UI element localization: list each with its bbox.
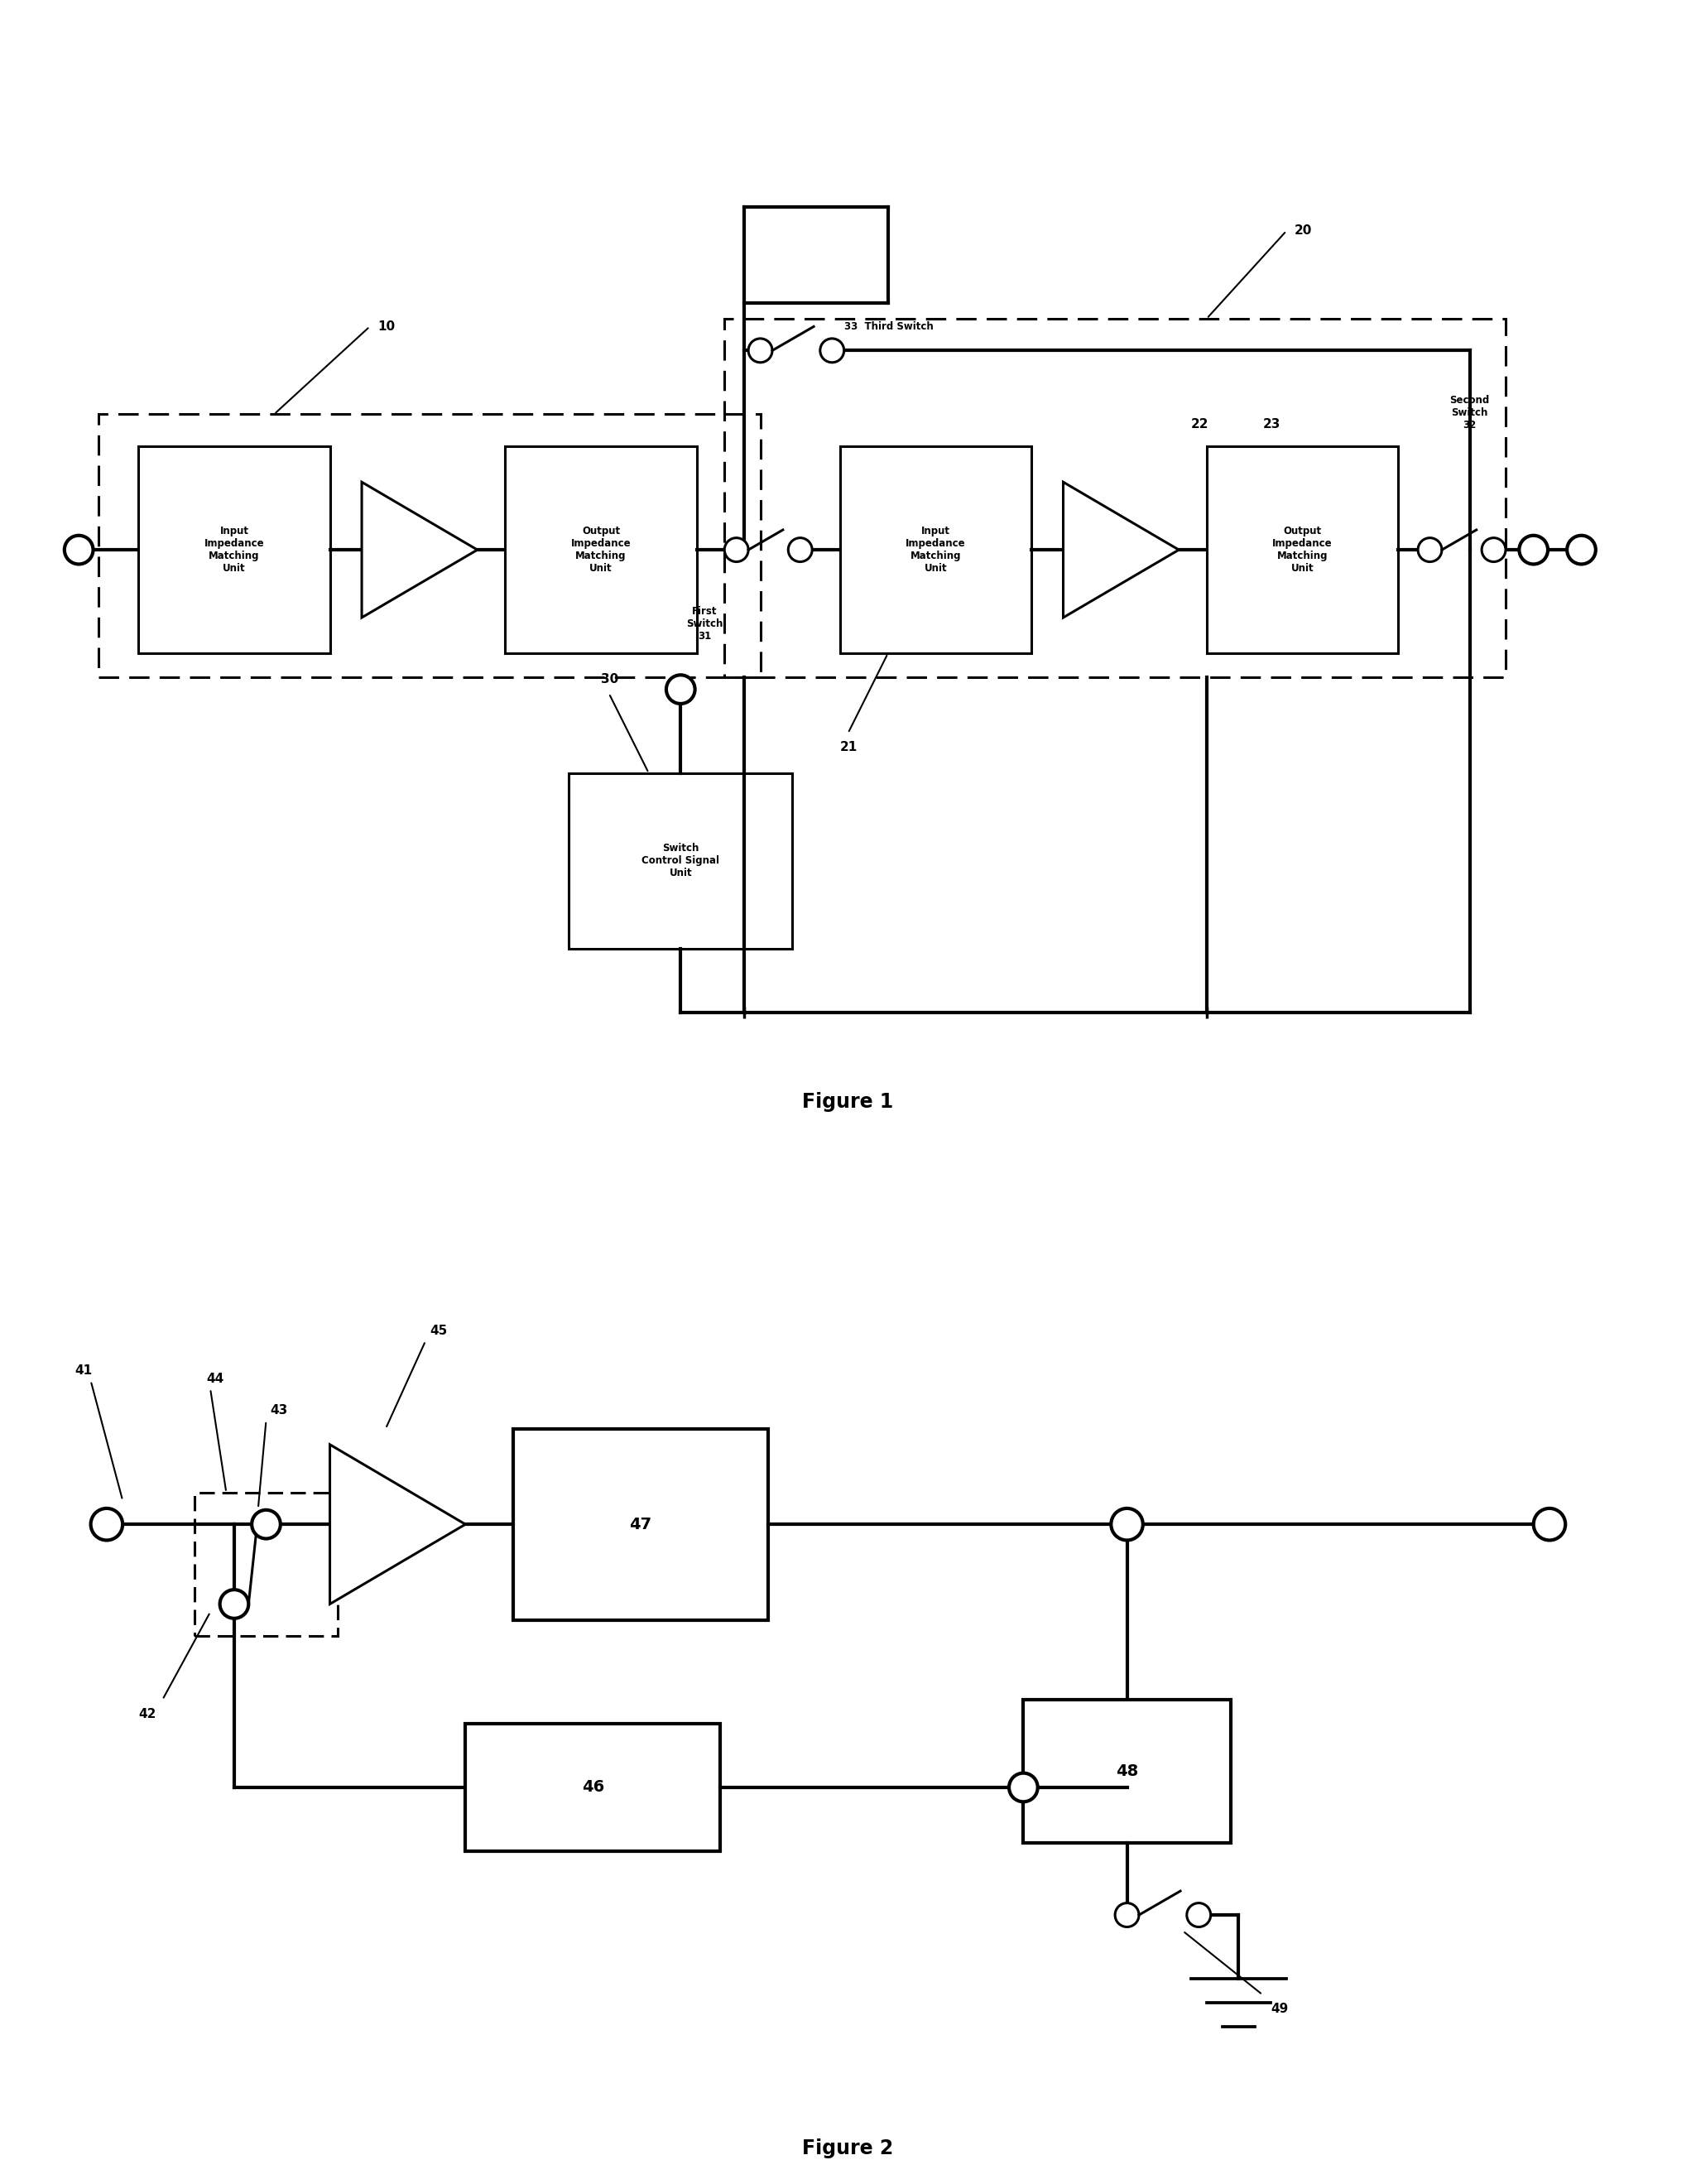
Bar bbox=[1208, 446, 1398, 653]
Text: 44: 44 bbox=[207, 1372, 224, 1385]
Text: Figure 2: Figure 2 bbox=[802, 2138, 894, 2158]
Text: 49: 49 bbox=[1270, 2003, 1287, 2016]
Circle shape bbox=[64, 535, 93, 563]
Bar bbox=[568, 773, 792, 948]
Circle shape bbox=[251, 1509, 280, 1540]
Text: 48: 48 bbox=[1116, 1765, 1138, 1780]
Text: Output
Impedance
Matching
Unit: Output Impedance Matching Unit bbox=[1272, 526, 1333, 574]
Text: Figure 1: Figure 1 bbox=[802, 1092, 894, 1112]
Bar bbox=[505, 446, 697, 653]
Circle shape bbox=[821, 339, 845, 363]
Polygon shape bbox=[329, 1444, 465, 1603]
Text: Input
Impedance
Matching
Unit: Input Impedance Matching Unit bbox=[906, 526, 965, 574]
Text: 43: 43 bbox=[270, 1404, 288, 1417]
Circle shape bbox=[220, 1590, 249, 1618]
Text: 46: 46 bbox=[582, 1780, 604, 1795]
Circle shape bbox=[1418, 537, 1442, 561]
Text: 33  Third Switch: 33 Third Switch bbox=[845, 321, 933, 332]
Circle shape bbox=[789, 537, 812, 561]
Text: 22: 22 bbox=[1191, 417, 1209, 430]
Polygon shape bbox=[361, 483, 477, 618]
Circle shape bbox=[1114, 1902, 1140, 1926]
Text: 41: 41 bbox=[75, 1365, 92, 1376]
Circle shape bbox=[724, 537, 748, 561]
Bar bbox=[195, 1492, 338, 1636]
Circle shape bbox=[1567, 535, 1596, 563]
Bar bbox=[98, 415, 760, 677]
Text: 30: 30 bbox=[600, 673, 619, 686]
Text: 47: 47 bbox=[629, 1516, 651, 1533]
Text: 45: 45 bbox=[429, 1324, 448, 1337]
Text: 10: 10 bbox=[378, 321, 395, 332]
Text: 42: 42 bbox=[139, 1708, 156, 1721]
Text: Input
Impedance
Matching
Unit: Input Impedance Matching Unit bbox=[204, 526, 265, 574]
Circle shape bbox=[1533, 1509, 1565, 1540]
Bar bbox=[840, 446, 1031, 653]
Bar bbox=[139, 446, 329, 653]
Text: 20: 20 bbox=[1294, 225, 1313, 238]
Bar bbox=[465, 1723, 721, 1852]
Text: 23: 23 bbox=[1262, 417, 1280, 430]
Text: Second
Switch
32: Second Switch 32 bbox=[1450, 395, 1489, 430]
Circle shape bbox=[1187, 1902, 1211, 1926]
Bar bbox=[724, 319, 1506, 677]
Polygon shape bbox=[1063, 483, 1179, 618]
Circle shape bbox=[748, 339, 772, 363]
Circle shape bbox=[1520, 535, 1548, 563]
Text: 21: 21 bbox=[840, 740, 858, 753]
Text: Switch
Control Signal
Unit: Switch Control Signal Unit bbox=[641, 843, 719, 878]
Bar bbox=[514, 1428, 768, 1621]
Circle shape bbox=[90, 1509, 122, 1540]
Circle shape bbox=[667, 675, 695, 703]
Text: First
Switch
31: First Switch 31 bbox=[687, 605, 722, 642]
Circle shape bbox=[1482, 537, 1506, 561]
Circle shape bbox=[1111, 1509, 1143, 1540]
Text: Output
Impedance
Matching
Unit: Output Impedance Matching Unit bbox=[572, 526, 631, 574]
Bar bbox=[1023, 1699, 1231, 1843]
Circle shape bbox=[1009, 1773, 1038, 1802]
